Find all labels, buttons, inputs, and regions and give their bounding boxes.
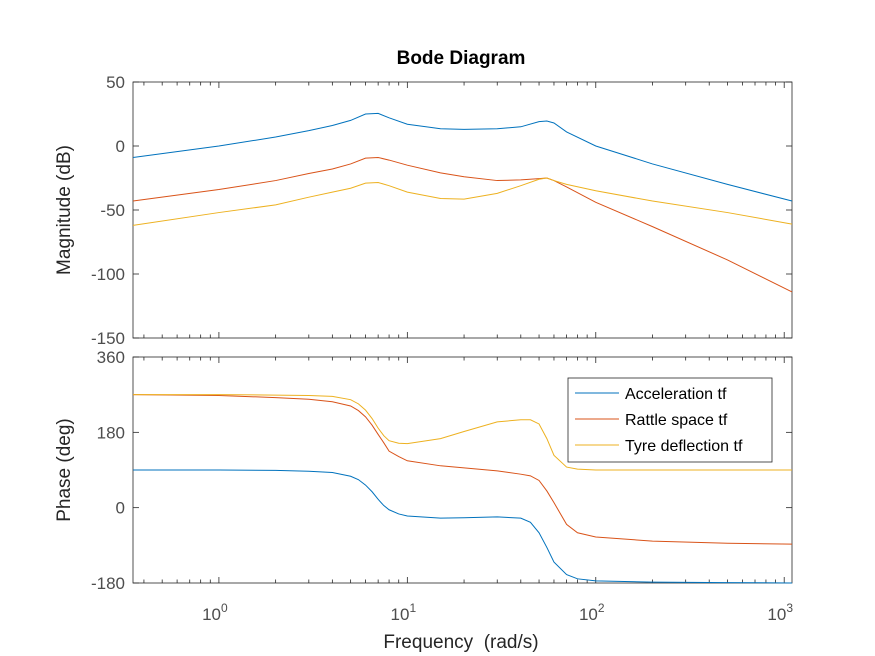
magnitude-ticks: 50 0 -50 -100 -150 <box>91 73 792 348</box>
magnitude-ytick-label: 50 <box>106 73 125 92</box>
phase-line-rattle-space <box>132 394 793 545</box>
phase-ticks: 360 180 0 -180 <box>91 348 792 593</box>
magnitude-ytick-label: -150 <box>91 329 125 348</box>
magnitude-ylabel: Magnitude (dB) <box>54 145 75 275</box>
magnitude-lines <box>132 112 793 293</box>
x-tick-label: 101 <box>391 601 417 624</box>
magnitude-ytick-label: -50 <box>100 201 125 220</box>
magnitude-panel: 50 0 -50 -100 -150 Magnitude (dB) <box>54 73 793 348</box>
magnitude-line-rattle-space <box>132 157 793 293</box>
phase-line-tyre-deflection <box>133 394 792 471</box>
chart-title: Bode Diagram <box>397 48 526 69</box>
magnitude-ytick-label: 0 <box>116 137 125 156</box>
phase-line-acceleration <box>133 469 793 584</box>
magnitude-line-acceleration <box>132 112 793 202</box>
legend-label-tyre-deflection: Tyre deflection tf <box>625 438 743 455</box>
magnitude-line-tyre-deflection <box>132 177 793 226</box>
phase-ytick-label: 360 <box>97 348 125 367</box>
x-tick-label: 102 <box>579 601 605 624</box>
x-tick-label: 100 <box>202 601 228 624</box>
legend-box <box>567 377 773 463</box>
magnitude-axes-box <box>132 81 793 339</box>
legend-label-rattle-space: Rattle space tf <box>625 412 728 429</box>
magnitude-ytick-label: -100 <box>91 265 125 284</box>
phase-ytick-label: 0 <box>116 499 125 518</box>
legend-label-acceleration: Acceleration tf <box>625 386 727 403</box>
x-tick-labels: 100 101 102 103 <box>202 601 793 624</box>
x-tick-label: 103 <box>767 601 793 624</box>
x-axis-label: Frequency (rad/s) <box>383 632 538 653</box>
phase-lines <box>132 394 793 584</box>
phase-ylabel: Phase (deg) <box>54 418 75 522</box>
phase-ytick-label: 180 <box>97 423 125 442</box>
legend: Acceleration tf Rattle space tf Tyre def… <box>567 377 773 463</box>
phase-ytick-label: -180 <box>91 574 125 593</box>
